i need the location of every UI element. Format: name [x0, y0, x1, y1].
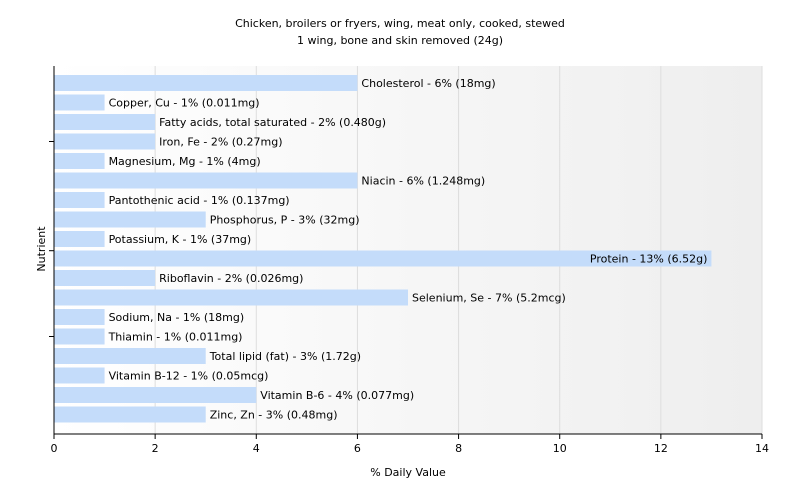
- y-axis-label: Nutrient: [35, 226, 48, 272]
- bar: [54, 211, 206, 228]
- x-tick-label: 6: [354, 442, 361, 455]
- x-tick-label: 8: [455, 442, 462, 455]
- x-tick-label: 12: [654, 442, 668, 455]
- bar: [54, 231, 105, 247]
- bar-label: Total lipid (fat) - 3% (1.72g): [209, 350, 361, 363]
- bar: [54, 309, 105, 325]
- bar: [54, 367, 105, 384]
- bar-label: Riboflavin - 2% (0.026mg): [159, 272, 303, 285]
- bar: [54, 270, 156, 286]
- y-axis-ticks: [49, 141, 54, 337]
- bar-label: Zinc, Zn - 3% (0.48mg): [210, 409, 338, 422]
- bar-label: Potassium, K - 1% (37mg): [109, 233, 252, 246]
- bar-label: Copper, Cu - 1% (0.011mg): [109, 97, 260, 110]
- plot-area: [54, 66, 762, 434]
- bar-label: Fatty acids, total saturated - 2% (0.480…: [159, 116, 386, 129]
- bar: [54, 289, 408, 306]
- bar-labels: Cholesterol - 6% (18mg) Copper, Cu - 1% (…: [108, 77, 708, 422]
- x-tick-label: 14: [755, 442, 769, 455]
- bar: [54, 94, 105, 111]
- bar: [54, 192, 105, 208]
- bar-label: Iron, Fe - 2% (0.27mg): [159, 136, 282, 149]
- bar-label: Pantothenic acid - 1% (0.137mg): [109, 194, 290, 207]
- bar-label: Vitamin B-12 - 1% (0.05mcg): [109, 370, 269, 383]
- bar: [54, 133, 156, 150]
- bar-label: Sodium, Na - 1% (18mg): [109, 311, 245, 324]
- bar-label: Protein - 13% (6.52g): [590, 253, 708, 266]
- bar: [54, 75, 358, 91]
- bar: [54, 348, 206, 364]
- bar-label: Magnesium, Mg - 1% (4mg): [109, 155, 261, 168]
- x-tick-label: 10: [553, 442, 567, 455]
- bar-label: Phosphorus, P - 3% (32mg): [210, 214, 360, 227]
- bar: [54, 387, 257, 403]
- x-tick-label: 4: [253, 442, 260, 455]
- bar: [54, 114, 156, 130]
- x-axis-label: % Daily Value: [370, 466, 446, 479]
- bar: [54, 406, 206, 423]
- x-tick-label: 2: [152, 442, 159, 455]
- bar-label: Thiamin - 1% (0.011mg): [108, 331, 243, 344]
- bar: [54, 250, 712, 267]
- bar-label: Cholesterol - 6% (18mg): [361, 77, 495, 90]
- axes: [53, 66, 762, 435]
- chart-subtitle: 1 wing, bone and skin removed (24g): [297, 34, 503, 47]
- bar: [54, 172, 358, 189]
- chart-title: Chicken, broilers or fryers, wing, meat …: [235, 17, 565, 30]
- x-tick-label: 0: [51, 442, 58, 455]
- bar-label: Vitamin B-6 - 4% (0.077mg): [260, 389, 414, 402]
- bar: [54, 153, 105, 169]
- bar-label: Selenium, Se - 7% (5.2mcg): [412, 292, 566, 305]
- bar-label: Niacin - 6% (1.248mg): [361, 175, 485, 188]
- x-axis-ticks: 0 2 4 6 8 10 12 14: [51, 434, 769, 455]
- bar: [54, 328, 105, 345]
- bars: [54, 75, 712, 423]
